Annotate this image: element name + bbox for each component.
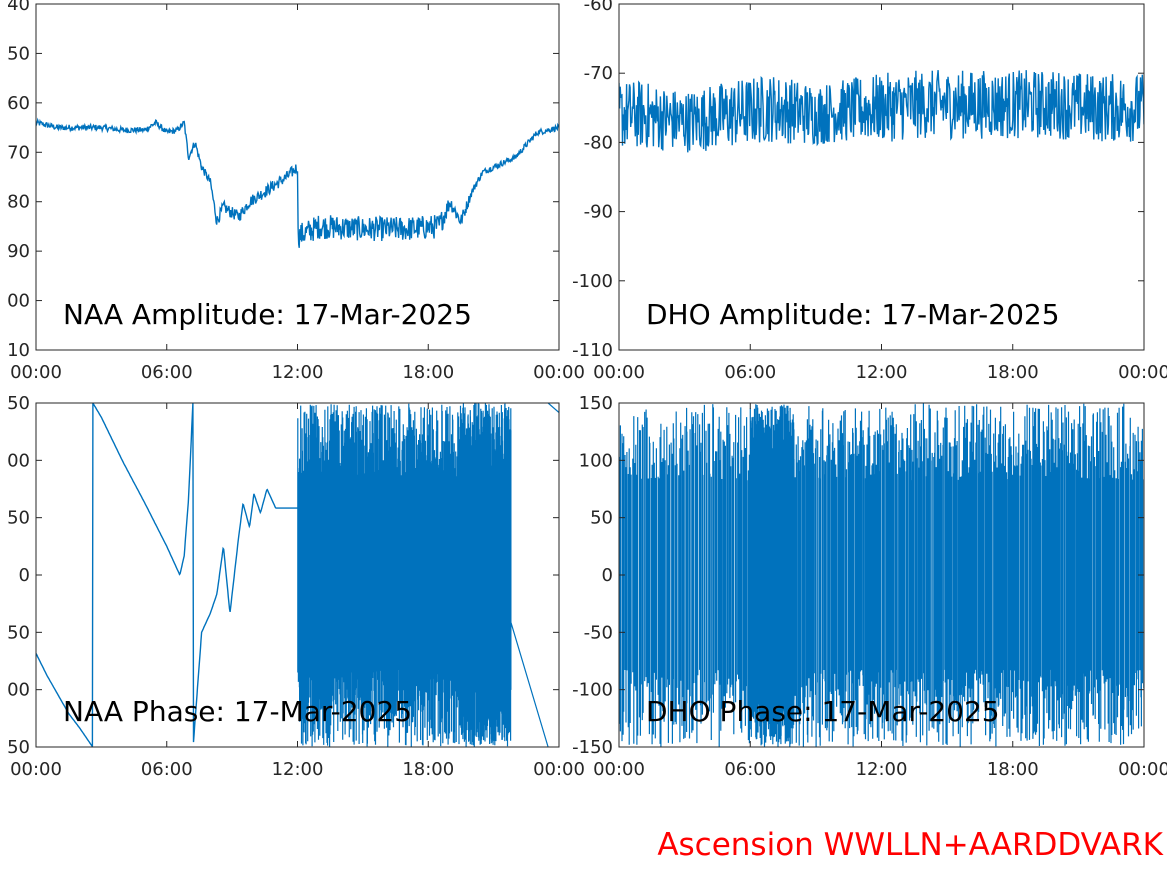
plot-area: [619, 70, 1144, 153]
x-tick-label: 00:00: [533, 362, 585, 383]
x-tick-label: 12:00: [856, 759, 908, 780]
y-tick-label: 00: [7, 680, 30, 701]
y-tick-label: 0: [602, 565, 613, 586]
y-tick-label: 50: [7, 393, 30, 414]
x-tick-label: 00:00: [533, 759, 585, 780]
panel-title: DHO Phase: 17-Mar-2025: [646, 695, 1000, 728]
y-tick-label: 10: [7, 340, 30, 361]
phase-segment: [460, 403, 512, 747]
y-tick-label: -50: [584, 622, 613, 643]
x-tick-label: 06:00: [141, 362, 193, 383]
y-tick-label: 60: [7, 93, 30, 114]
y-tick-label: 90: [7, 241, 30, 262]
phase-segment: [547, 403, 559, 414]
y-tick-label: -80: [584, 132, 613, 153]
x-tick-label: 18:00: [402, 362, 454, 383]
y-tick-label: -90: [584, 202, 613, 223]
x-tick-label: 00:00: [10, 362, 62, 383]
dho-amplitude-plot: 00:00 06:00 12:00 18:00 00:00 -60 -70 -80 -90 -10…: [572, 0, 1167, 383]
x-tick-label: 00:00: [1118, 362, 1167, 383]
y-tick-label: 50: [7, 737, 30, 758]
x-tick-label: 12:00: [272, 362, 324, 383]
x-tick-label: 18:00: [402, 759, 454, 780]
y-tick-label: 00: [7, 450, 30, 471]
x-tick-label: 00:00: [593, 362, 645, 383]
phase-segment: [510, 622, 549, 747]
x-tick-label: 06:00: [724, 759, 776, 780]
y-tick-label: 70: [7, 142, 30, 163]
series-line: [619, 70, 1144, 153]
y-tick-label: -70: [584, 63, 613, 84]
x-tick-label: 00:00: [10, 759, 62, 780]
panel-title: NAA Amplitude: 17-Mar-2025: [63, 298, 472, 331]
x-tick-label: 18:00: [987, 362, 1039, 383]
x-tick-label: 06:00: [141, 759, 193, 780]
naa-amplitude-plot: 00:00 06:00 12:00 18:00 00:00 40 50 60 70 80 90 00 1…: [7, 0, 585, 383]
footer-label: Ascension WWLLN+AARDDVARK: [657, 827, 1163, 863]
phase-segment: [793, 403, 1144, 747]
phase-segment: [749, 404, 795, 747]
y-tick-label: 80: [7, 192, 30, 213]
series-line: [36, 403, 298, 747]
x-tick-label: 18:00: [987, 759, 1039, 780]
y-tick-label: 50: [7, 43, 30, 64]
y-tick-label: -60: [584, 0, 613, 15]
y-tick-label: -100: [572, 271, 613, 292]
panel-title: NAA Phase: 17-Mar-2025: [63, 695, 412, 728]
x-tick-label: 00:00: [1118, 759, 1167, 780]
x-tick-label: 12:00: [272, 759, 324, 780]
y-tick-label: -100: [572, 680, 613, 701]
y-tick-label: 40: [7, 0, 30, 15]
naa-phase-plot: 00:00 06:00 12:00 18:00 00:005000500500050NA…: [7, 393, 585, 780]
y-tick-label: 50: [590, 508, 613, 529]
y-tick-label: 50: [7, 508, 30, 529]
series-line: [36, 117, 559, 248]
x-tick-label: 06:00: [724, 362, 776, 383]
x-tick-label: 00:00: [593, 759, 645, 780]
y-tick-label: -150: [572, 737, 613, 758]
panel-title: DHO Amplitude: 17-Mar-2025: [646, 298, 1060, 331]
x-tick-label: 12:00: [856, 362, 908, 383]
y-tick-label: 150: [579, 393, 613, 414]
dho-phase-plot: 00:00 06:00 12:00 18:00 00:00 150 100 50 0 -50 -10…: [572, 393, 1167, 780]
plot-area: [36, 403, 559, 747]
y-tick-label: 00: [7, 291, 30, 312]
y-tick-label: 0: [19, 565, 30, 586]
y-tick-label: 50: [7, 622, 30, 643]
phase-segment: [297, 403, 418, 747]
y-tick-label: 100: [579, 450, 613, 471]
y-tick-label: -110: [572, 340, 613, 361]
plot-area: [36, 117, 559, 248]
phase-segment: [416, 404, 462, 747]
